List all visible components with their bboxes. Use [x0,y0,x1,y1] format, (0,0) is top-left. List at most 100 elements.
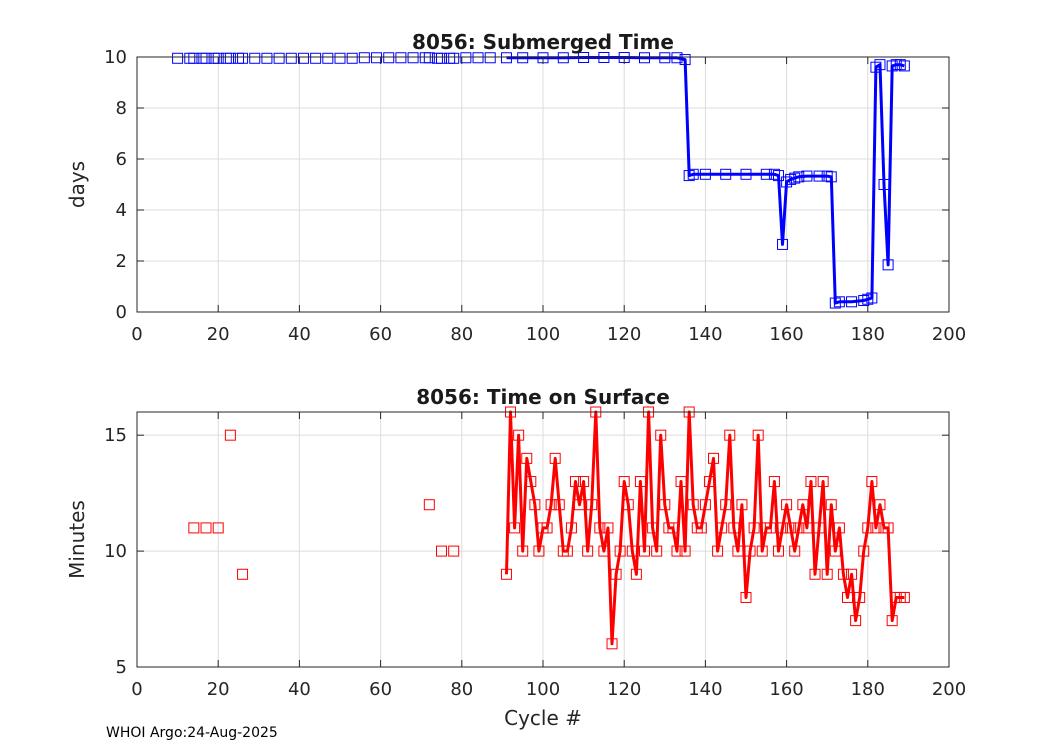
surface-data-marker [874,499,886,511]
submerged-data-marker [789,172,801,184]
submerged-isolated-marker [285,52,297,64]
surface-isolated-marker [200,522,212,534]
surface-data-marker [513,429,525,441]
submerged-isolated-marker [224,52,236,64]
submerged-xtick-label: 120 [607,324,641,345]
surface-data-marker [699,499,711,511]
surface-xtick-label: 180 [851,679,885,700]
surface-data-marker [846,568,858,580]
submerged-isolated-marker [261,52,273,64]
surface-data-marker [825,499,837,511]
surface-data-marker [553,499,565,511]
surface-data-marker [667,522,679,534]
surface-data-marker [748,522,760,534]
surface-data-marker [529,499,541,511]
submerged-data-marker [578,52,590,64]
submerged-isolated-marker [407,52,419,64]
surface-data-marker [866,476,878,488]
surface-data-marker [732,545,744,557]
submerged-data-marker [760,168,772,180]
submerged-xtick-label: 160 [769,324,803,345]
surface-data-marker [829,545,841,557]
surface-data-marker [602,522,614,534]
surface-xtick-label: 100 [526,679,560,700]
surface-data-marker [862,522,874,534]
surface-data-marker [521,452,533,464]
surface-isolated-marker [212,522,224,534]
submerged-isolated-marker [346,52,358,64]
surface-data-marker [793,522,805,534]
submerged-xtick-label: 200 [932,324,966,345]
submerged-data-marker [801,170,813,182]
surface-data-marker [777,522,789,534]
surface-data-marker [756,545,768,557]
submerged-isolated-marker [472,52,484,64]
submerged-data-marker [874,59,886,71]
surface-data-marker [639,545,650,557]
surface-isolated-marker [423,499,435,511]
submerged-data-marker [870,61,882,73]
surface-data-marker [574,499,586,511]
submerged-data-marker [886,60,898,72]
surface-isolated-marker [448,545,460,557]
surface-data-marker [708,452,720,464]
surface-data-marker [500,568,512,580]
surface-data-marker [517,545,529,557]
submerged-isolated-marker [249,52,261,64]
submerged-isolated-marker [358,52,370,64]
surface-data-marker [647,522,659,534]
surface-data-marker [882,522,894,534]
submerged-isolated-marker [448,52,460,64]
submerged-data-marker [878,179,890,190]
surface-data-marker [833,522,845,534]
surface-data-marker [569,476,581,488]
submerged-data-marker [898,60,910,72]
surface-data-marker [728,522,740,534]
surface-data-marker [854,591,866,603]
surface-data-marker [549,452,561,464]
submerged-data-marker [781,176,793,188]
surface-data-marker [724,429,736,441]
submerged-data-marker [687,168,699,180]
surface-xtick-label: 80 [450,679,473,700]
submerged-data-marker [679,54,691,66]
submerged-time-title: 8056: Submerged Time [412,30,674,54]
submerged-data-marker [500,52,512,64]
surface-data-marker [606,638,618,650]
surface-data-marker [842,591,853,603]
surface-isolated-marker [237,568,249,580]
submerged-ytick-label: 8 [116,98,127,119]
surface-data-marker [614,545,626,557]
submerged-xtick-label: 80 [450,324,473,345]
surface-data-marker [622,499,634,511]
surface-data-marker [870,522,882,534]
submerged-isolated-marker [237,52,249,64]
surface-data-marker [598,545,610,557]
submerged-data-marker [517,52,529,64]
surface-data-marker [626,545,638,557]
surface-data-marker [813,522,825,534]
surface-data-marker [651,545,663,557]
submerged-time-ylabel: days [65,161,89,208]
surface-data-marker [764,522,776,534]
submerged-xtick-label: 60 [369,324,392,345]
submerged-xtick-label: 140 [688,324,722,345]
submerged-data-marker [768,168,780,180]
surface-data-marker [809,568,821,580]
submerged-isolated-marker [395,52,407,64]
surface-data-marker [525,476,537,488]
submerged-data-marker [858,295,870,307]
submerged-data-marker [829,297,841,309]
submerged-data-marker [825,171,837,183]
surface-xtick-label: 200 [932,679,966,700]
submerged-xtick-label: 40 [288,324,311,345]
surface-data-marker [610,568,622,580]
submerged-data-marker [740,168,752,180]
submerged-data-marker [846,296,858,308]
submerged-data-marker [894,59,906,71]
surface-data-marker [618,476,630,488]
submerged-time-data [172,52,910,309]
surface-data-marker [655,429,667,441]
surface-data-marker [703,476,715,488]
